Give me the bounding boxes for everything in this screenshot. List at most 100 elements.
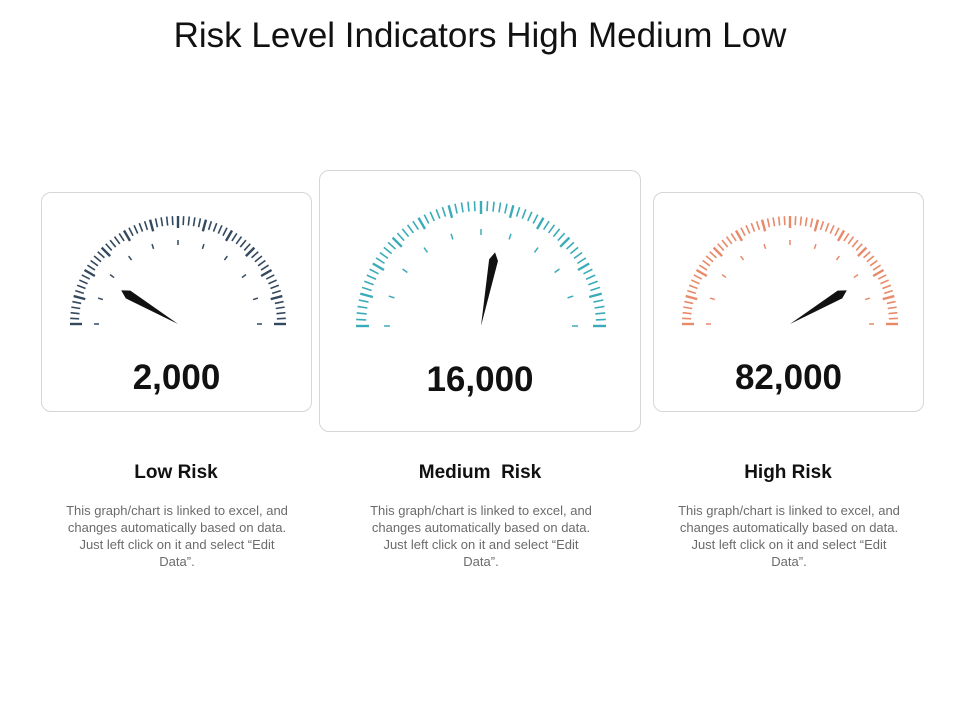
gauge-tick: [364, 280, 374, 286]
gauge-tick: [113, 236, 121, 245]
gauge-inner-tick: [201, 243, 205, 250]
gauge-tick: [504, 203, 508, 214]
gauge-tick: [695, 268, 708, 278]
gauge-tick: [71, 306, 81, 310]
gauge-tick: [552, 228, 561, 238]
gauge-tick: [851, 239, 859, 248]
gauge-tick: [118, 232, 125, 242]
gauge-outer-ticks-high: [682, 216, 898, 326]
gauge-tick: [693, 274, 703, 280]
gauge-tick: [357, 305, 368, 309]
gauge-tick: [702, 259, 711, 267]
gauge-tick: [542, 220, 550, 230]
gauge-tick: [836, 229, 846, 242]
gauge-inner-tick: [109, 274, 115, 279]
gauge-tick: [573, 251, 583, 260]
gauge-tick: [687, 289, 697, 295]
gauge-inner-ticks-medium: [384, 229, 578, 327]
gauge-card-low: 2,000: [41, 192, 312, 412]
gauge-inner-ticks-low: [94, 240, 262, 325]
gauge-tick: [358, 299, 369, 303]
gauge-tick: [824, 222, 830, 232]
gauge-tick: [498, 202, 502, 213]
gauge-tick: [880, 279, 889, 285]
gauge-tick: [684, 300, 694, 305]
gauge-label-medium: Medium Risk: [418, 462, 542, 483]
gauge-inner-tick: [813, 243, 817, 250]
gauge-inner-tick: [763, 243, 767, 250]
gauge-tick: [755, 221, 761, 231]
gauge-tick: [109, 239, 117, 248]
gauge-tick: [683, 306, 693, 310]
gauge-tick: [799, 216, 803, 226]
gauge-tick: [224, 229, 234, 242]
gauge-tick: [260, 268, 273, 278]
gauge-tick: [883, 289, 893, 295]
gauge-tick: [441, 206, 447, 217]
gauge-inner-tick: [388, 295, 395, 299]
gauge-label-high: High Risk: [744, 462, 832, 483]
gauge-tick: [192, 217, 196, 227]
gauge-inner-tick: [853, 274, 859, 279]
gauge-inner-tick: [508, 233, 512, 240]
gauge-tick: [882, 284, 892, 290]
gauge-inner-tick: [252, 297, 259, 301]
gauge-inner-tick: [151, 243, 155, 250]
gauge-inner-tick: [835, 255, 840, 261]
gauge-tick: [857, 246, 868, 257]
gauge-tick: [882, 294, 895, 301]
gauge-tick: [766, 218, 771, 228]
gauge-tick: [148, 219, 155, 232]
gauge-tick: [557, 232, 566, 242]
gauge-tick: [577, 262, 590, 272]
gauge-tick: [777, 216, 781, 226]
gauge-tick: [274, 300, 284, 305]
gauge-tick: [423, 214, 430, 224]
gauge-tick: [396, 232, 405, 242]
gauge-tick: [143, 221, 149, 231]
gauge-inner-tick: [97, 297, 104, 301]
gauge-tick: [235, 236, 243, 245]
gauge-description-low: This graph/chart is linked to excel, and…: [66, 503, 288, 569]
gauge-card-high: 82,000: [653, 192, 924, 412]
gauge-inner-tick: [402, 268, 408, 274]
gauge-tick: [492, 201, 495, 212]
gauge-tick: [804, 217, 808, 227]
gauge-tick: [81, 274, 91, 280]
gauge-tick: [721, 239, 729, 248]
gauge-tick: [257, 259, 266, 267]
gauge-inner-tick: [721, 274, 727, 279]
gauge-tick: [76, 284, 86, 290]
gauge-tick: [682, 311, 692, 315]
gauge-tick: [260, 264, 270, 271]
gauge-tick: [834, 227, 840, 237]
gauge-tick: [872, 264, 882, 271]
gauge-high: [682, 216, 898, 326]
gauge-tick: [688, 284, 698, 290]
gauge-tick: [93, 255, 102, 263]
gauge-tick: [691, 279, 700, 285]
gauge-tick: [593, 299, 604, 303]
gauge-tick: [100, 246, 111, 257]
gauge-tick: [105, 243, 113, 251]
gauge-tick: [829, 225, 835, 234]
gauge-inner-tick: [450, 233, 454, 240]
gauge-tick: [383, 246, 393, 255]
gauge-low: [70, 216, 286, 326]
gauge-tick: [369, 268, 379, 275]
gauge-inner-tick: [709, 297, 716, 301]
gauge-tick: [486, 201, 489, 212]
gauge-tick: [265, 274, 275, 280]
gauge-tick: [473, 201, 476, 212]
gauge-tick: [275, 306, 285, 310]
gauge-tick: [569, 246, 579, 255]
gauge-tick: [356, 312, 367, 315]
gauge-tick: [565, 241, 575, 250]
gauge-tick: [222, 227, 228, 237]
gauge-tick: [745, 225, 751, 234]
gauge-tick: [79, 279, 88, 285]
gauge-tick: [855, 243, 863, 251]
gauge-tick: [217, 225, 223, 234]
gauge-tick: [429, 211, 435, 222]
gauge-description-high: This graph/chart is linked to excel, and…: [678, 503, 900, 569]
